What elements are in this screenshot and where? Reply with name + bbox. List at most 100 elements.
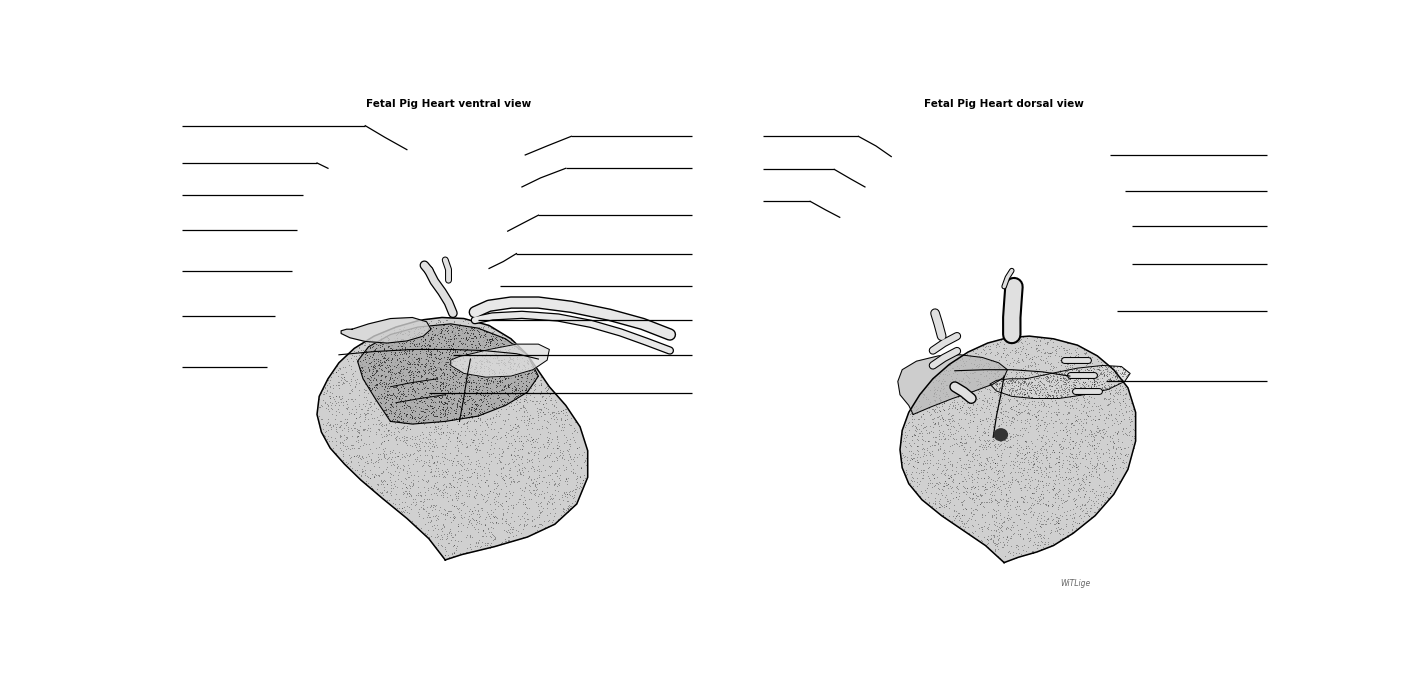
Point bbox=[981, 338, 1004, 349]
Point bbox=[368, 461, 390, 472]
Point bbox=[404, 331, 427, 343]
Point bbox=[441, 332, 464, 343]
Point bbox=[423, 370, 445, 381]
Point bbox=[1055, 494, 1077, 505]
Point bbox=[543, 478, 566, 489]
Point bbox=[445, 439, 468, 450]
Point bbox=[918, 471, 940, 482]
Point bbox=[1121, 415, 1144, 426]
Point bbox=[443, 550, 465, 561]
Point bbox=[355, 372, 378, 383]
Point bbox=[1096, 400, 1118, 411]
Point bbox=[967, 431, 990, 442]
Point bbox=[553, 410, 575, 421]
Point bbox=[1059, 484, 1082, 495]
Point bbox=[963, 358, 986, 370]
Point bbox=[493, 536, 516, 547]
Point bbox=[370, 389, 393, 400]
Point bbox=[375, 338, 397, 349]
Point bbox=[337, 421, 359, 432]
Point bbox=[404, 400, 427, 411]
Point bbox=[409, 405, 431, 416]
Point bbox=[378, 399, 400, 410]
Point bbox=[995, 531, 1018, 543]
Point bbox=[1075, 407, 1097, 418]
Point bbox=[416, 343, 438, 354]
Point bbox=[1031, 545, 1053, 556]
Point bbox=[1034, 437, 1056, 448]
Point bbox=[1060, 383, 1083, 394]
Point bbox=[1075, 382, 1097, 393]
Point bbox=[445, 399, 468, 410]
Point bbox=[1010, 386, 1032, 397]
Point bbox=[361, 367, 383, 379]
Point bbox=[962, 367, 984, 379]
Point bbox=[349, 441, 372, 452]
Point bbox=[1076, 379, 1099, 390]
Point bbox=[971, 415, 994, 426]
Point bbox=[368, 388, 390, 399]
Point bbox=[960, 450, 983, 462]
Point bbox=[417, 493, 440, 504]
Point bbox=[385, 347, 407, 358]
Point bbox=[1104, 383, 1127, 394]
Point bbox=[940, 475, 963, 486]
Point bbox=[496, 381, 519, 392]
Point bbox=[486, 426, 509, 437]
Point bbox=[1062, 352, 1085, 363]
Point bbox=[564, 484, 587, 495]
Point bbox=[486, 352, 509, 363]
Point bbox=[1007, 347, 1029, 358]
Point bbox=[454, 345, 477, 356]
Point bbox=[566, 484, 588, 495]
Point bbox=[354, 464, 376, 475]
Point bbox=[457, 366, 479, 377]
Point bbox=[441, 338, 464, 349]
Point bbox=[376, 360, 399, 371]
Point bbox=[527, 465, 550, 476]
Point bbox=[433, 368, 455, 379]
Point bbox=[477, 435, 499, 446]
Point bbox=[1063, 368, 1086, 379]
Point bbox=[383, 349, 406, 360]
Point bbox=[1089, 360, 1111, 371]
Point bbox=[1012, 376, 1035, 387]
Point bbox=[946, 354, 969, 365]
Point bbox=[441, 472, 464, 483]
Point bbox=[389, 434, 411, 445]
Point bbox=[1068, 351, 1090, 362]
Point bbox=[461, 399, 484, 410]
Point bbox=[950, 438, 973, 449]
Point bbox=[930, 419, 953, 430]
Point bbox=[1007, 343, 1029, 354]
Point bbox=[410, 417, 433, 428]
Point bbox=[431, 409, 454, 420]
Point bbox=[1046, 525, 1069, 536]
Point bbox=[519, 356, 542, 367]
Point bbox=[895, 468, 918, 480]
Point bbox=[1028, 335, 1051, 346]
Point bbox=[505, 524, 527, 535]
Point bbox=[441, 531, 464, 542]
Point bbox=[1048, 477, 1070, 488]
Point bbox=[413, 455, 436, 466]
Point bbox=[485, 334, 508, 345]
Point bbox=[1070, 388, 1093, 399]
Point bbox=[363, 345, 386, 356]
Point bbox=[359, 376, 382, 388]
Point bbox=[503, 392, 526, 403]
Point bbox=[420, 377, 443, 388]
Point bbox=[461, 437, 484, 448]
Point bbox=[516, 513, 539, 525]
Point bbox=[956, 431, 978, 442]
Point bbox=[976, 441, 998, 452]
Point bbox=[1024, 400, 1046, 411]
Point bbox=[945, 511, 967, 522]
Point bbox=[465, 363, 488, 374]
Point bbox=[441, 355, 464, 366]
Point bbox=[372, 466, 395, 477]
Point bbox=[534, 394, 557, 406]
Point bbox=[331, 376, 354, 388]
Point bbox=[544, 451, 567, 462]
Point bbox=[533, 453, 556, 464]
